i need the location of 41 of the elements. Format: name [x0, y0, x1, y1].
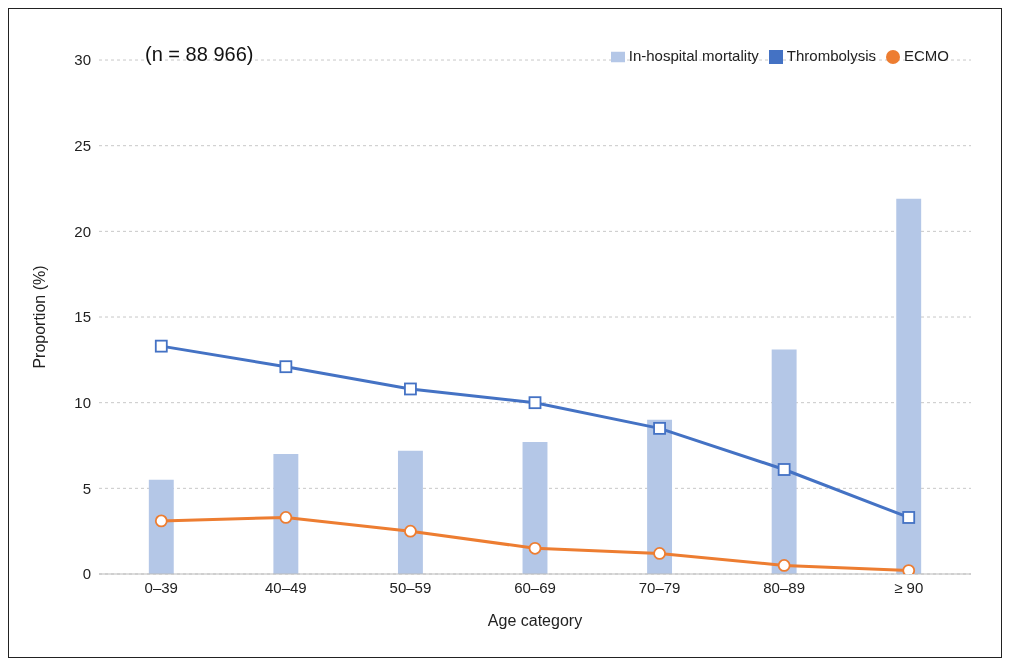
bar [896, 198, 922, 574]
point [279, 360, 293, 374]
y-tick-label: 10 [74, 394, 91, 411]
bar [771, 349, 797, 574]
point [154, 514, 168, 528]
legend-label: ECMO [904, 47, 949, 64]
x-tick-label: 40–49 [265, 578, 307, 596]
bar [273, 454, 299, 574]
point [528, 541, 542, 555]
bar [647, 419, 673, 574]
legend-label: In-hospital mortality [628, 47, 759, 64]
point [528, 396, 542, 410]
x-tick-label: 60–69 [514, 578, 556, 596]
x-tick-label: 80–89 [763, 578, 805, 596]
bar [397, 450, 423, 574]
x-tick-label: 50–59 [389, 578, 432, 596]
point [777, 463, 791, 476]
x-tick-label: 0–39 [144, 578, 178, 596]
y-tick-label: 5 [82, 479, 91, 497]
point [653, 547, 666, 560]
point [902, 511, 916, 524]
y-axis-title: Proportion (%) [30, 265, 48, 369]
legend-label: Thrombolysis [786, 47, 876, 64]
annotation: (n = 88 966) [145, 43, 254, 66]
x-tick-label: ≥ 90 [894, 578, 924, 596]
x-axis-title: Age category [487, 612, 583, 629]
point [404, 524, 417, 538]
bar [522, 442, 548, 574]
x-tick-label: 70–79 [638, 578, 681, 596]
point [653, 421, 666, 435]
y-tick-label: 30 [74, 51, 91, 69]
y-tick-label: 0 [82, 565, 91, 583]
point [777, 559, 791, 572]
y-tick-label: 20 [74, 222, 91, 240]
y-tick-label: 15 [74, 308, 91, 326]
point [404, 382, 417, 396]
point [279, 511, 293, 524]
point [154, 339, 168, 353]
bar [148, 479, 174, 574]
point [902, 564, 916, 574]
y-tick-label: 25 [74, 137, 91, 155]
